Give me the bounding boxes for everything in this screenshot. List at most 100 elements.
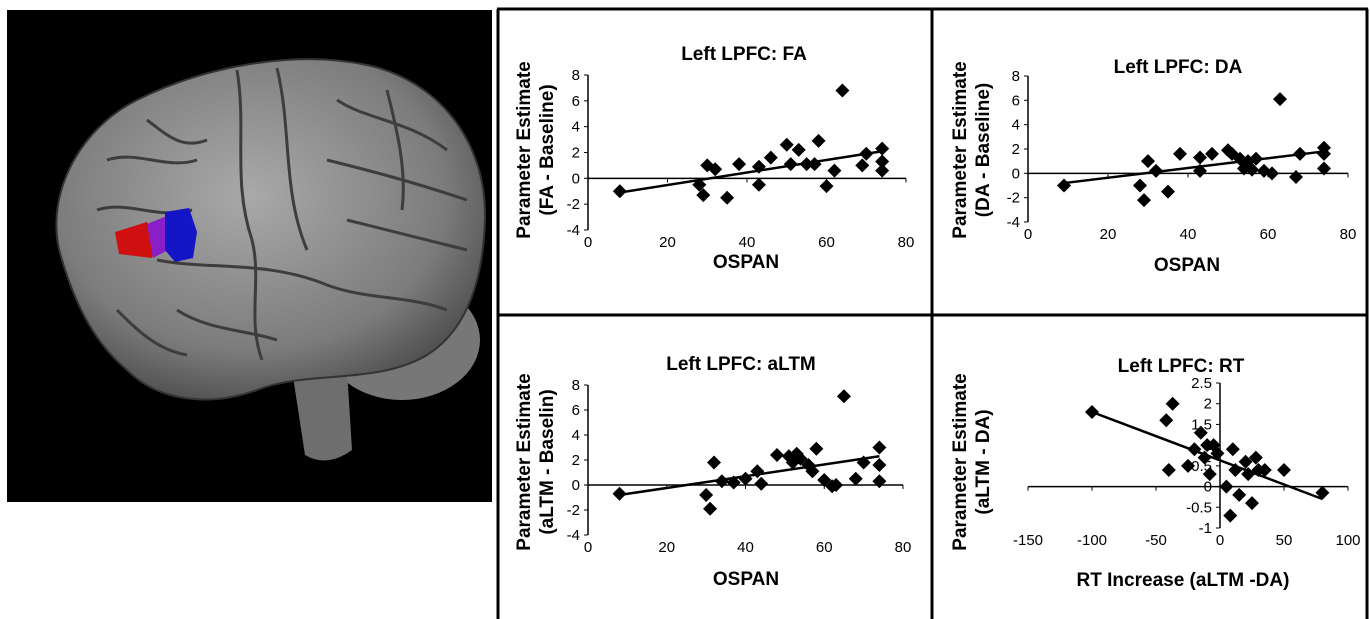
y-tick-label: 6 xyxy=(572,402,580,419)
data-point xyxy=(829,478,844,492)
x-tick-label: 50 xyxy=(1276,532,1293,549)
scatter-chart-da: Left LPFC: DA OSPAN Parameter Estimate (… xyxy=(950,57,1356,276)
data-point xyxy=(1193,150,1207,165)
y-tick-label: -4 xyxy=(567,527,580,544)
y-tick-label: 8 xyxy=(572,377,580,394)
data-point xyxy=(807,157,822,172)
data-point xyxy=(703,501,718,516)
chart-title: Left LPFC: aLTM xyxy=(666,354,816,375)
data-point xyxy=(1193,163,1207,178)
data-point xyxy=(726,475,741,490)
data-point xyxy=(1257,463,1272,477)
data-point xyxy=(751,177,766,192)
brain-rendering xyxy=(7,10,492,502)
chart-title: Left LPFC: RT xyxy=(1118,356,1245,377)
data-point xyxy=(1085,405,1099,419)
data-point xyxy=(1249,151,1263,166)
data-point xyxy=(1193,425,1208,440)
data-point xyxy=(827,163,842,178)
data-point xyxy=(819,179,834,194)
data-point xyxy=(1245,496,1259,511)
brain-illustration xyxy=(7,10,492,502)
scatter-chart-altm: Left LPFC: aLTM OSPAN Parameter Estimate… xyxy=(514,354,911,590)
y-tick-label: -4 xyxy=(1007,214,1020,231)
y-axis-label-line1: Parameter Estimate xyxy=(514,373,535,550)
panel-borders xyxy=(496,7,1369,619)
x-tick-label: 60 xyxy=(816,539,833,556)
data-point xyxy=(612,486,627,501)
scatter-chart-rt: Left LPFC: RT RT Increase (aLTM -DA) Par… xyxy=(950,356,1361,591)
chart-title: Left LPFC: DA xyxy=(1114,57,1243,78)
y-tick-label: 2 xyxy=(572,145,580,162)
data-point xyxy=(1219,479,1234,494)
y-tick-label: 0 xyxy=(572,477,580,494)
data-point xyxy=(720,190,735,205)
data-point xyxy=(1248,450,1263,465)
y-tick-label: 8 xyxy=(572,67,580,84)
data-point xyxy=(707,455,721,470)
data-point xyxy=(779,137,794,152)
trendline xyxy=(619,455,880,497)
data-point xyxy=(1225,442,1240,457)
data-point xyxy=(1205,146,1219,161)
y-tick-label: 4 xyxy=(572,427,580,444)
y-axis-label-line1: Parameter Estimate xyxy=(950,373,971,550)
y-tick-label: 6 xyxy=(1012,92,1020,109)
y-axis-label-line2: (FA - Baseline) xyxy=(537,84,558,215)
data-point xyxy=(875,141,890,156)
x-axis-label: RT Increase (aLTM -DA) xyxy=(1077,570,1290,591)
x-tick-label: 20 xyxy=(659,234,676,251)
data-point xyxy=(1137,193,1151,208)
trendline xyxy=(1063,150,1325,185)
data-point xyxy=(1187,442,1202,457)
data-point xyxy=(1315,485,1330,500)
data-point xyxy=(751,159,766,174)
y-tick-label: -2 xyxy=(1007,190,1020,207)
data-point xyxy=(738,471,753,486)
x-tick-label: 0 xyxy=(584,234,592,251)
data-point xyxy=(791,142,806,157)
data-point xyxy=(1317,161,1331,176)
y-tick-label: 4 xyxy=(1012,117,1020,134)
data-point xyxy=(1133,178,1147,193)
data-point xyxy=(875,154,890,169)
chart-title: Left LPFC: FA xyxy=(681,44,807,65)
data-point xyxy=(872,458,887,472)
data-point xyxy=(714,474,729,489)
y-tick-label: 6 xyxy=(572,93,580,110)
data-point xyxy=(835,83,850,98)
data-point xyxy=(750,464,765,479)
data-point xyxy=(836,389,851,404)
data-point xyxy=(1159,413,1174,428)
data-point xyxy=(872,474,887,489)
data-point xyxy=(1293,146,1307,161)
data-point xyxy=(859,146,874,161)
data-point xyxy=(1232,487,1247,502)
data-point xyxy=(692,177,707,192)
data-point xyxy=(783,157,798,172)
cerebral-cortex xyxy=(55,58,487,401)
data-point xyxy=(1161,463,1176,477)
data-point xyxy=(817,473,832,487)
y-tick-label: 2.5 xyxy=(1191,375,1212,392)
data-point xyxy=(1057,178,1071,193)
y-tick-label: -2 xyxy=(567,196,580,213)
data-point xyxy=(1265,166,1279,181)
activation-region-red xyxy=(115,222,157,258)
data-point xyxy=(708,162,723,177)
data-point xyxy=(1210,446,1225,461)
y-tick-label: -0.5 xyxy=(1186,499,1212,516)
data-point xyxy=(754,476,769,491)
x-tick-label: 0 xyxy=(1024,226,1032,243)
x-tick-label: 80 xyxy=(898,234,915,251)
brain-stem xyxy=(292,370,352,461)
data-point xyxy=(855,158,870,173)
y-tick-label: -2 xyxy=(567,502,580,519)
y-tick-label: -4 xyxy=(567,222,580,239)
data-point xyxy=(1238,454,1253,469)
y-tick-label: 2 xyxy=(572,452,580,469)
scatter-chart-fa: Left LPFC: FA OSPAN Parameter Estimate (… xyxy=(514,44,914,273)
data-point xyxy=(872,440,887,455)
data-point xyxy=(811,133,826,148)
